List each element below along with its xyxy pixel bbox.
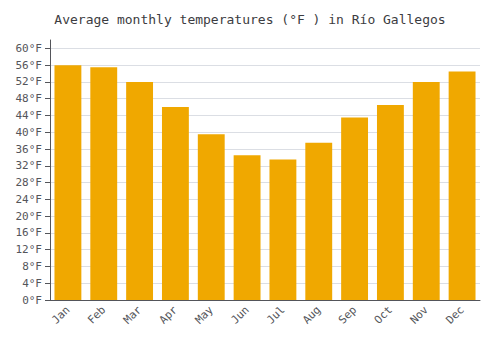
svg-text:36°F: 36°F <box>16 143 43 156</box>
svg-text:48°F: 48°F <box>16 92 43 105</box>
svg-text:16°F: 16°F <box>16 226 43 239</box>
svg-text:Dec: Dec <box>443 303 466 326</box>
svg-text:May: May <box>193 303 216 326</box>
svg-text:Nov: Nov <box>408 303 431 326</box>
svg-text:56°F: 56°F <box>16 59 43 72</box>
svg-text:24°F: 24°F <box>16 193 43 206</box>
svg-text:32°F: 32°F <box>16 159 43 172</box>
svg-text:Jan: Jan <box>49 303 72 326</box>
svg-text:Mar: Mar <box>121 303 144 326</box>
svg-text:4°F: 4°F <box>22 277 42 290</box>
svg-text:Apr: Apr <box>157 303 180 326</box>
svg-text:12°F: 12°F <box>16 243 43 256</box>
svg-text:8°F: 8°F <box>22 260 42 273</box>
svg-text:Sep: Sep <box>336 303 359 326</box>
svg-text:0°F: 0°F <box>22 294 42 307</box>
svg-text:44°F: 44°F <box>16 109 43 122</box>
svg-text:20°F: 20°F <box>16 210 43 223</box>
svg-text:Aug: Aug <box>300 303 323 326</box>
svg-text:Feb: Feb <box>85 303 108 326</box>
svg-text:Oct: Oct <box>372 303 395 326</box>
svg-text:Average monthly temperatures (: Average monthly temperatures (°F ) in Rí… <box>54 12 445 27</box>
svg-text:Jun: Jun <box>228 303 251 326</box>
svg-text:Jul: Jul <box>264 303 287 326</box>
svg-text:28°F: 28°F <box>16 176 43 189</box>
svg-text:52°F: 52°F <box>16 75 43 88</box>
svg-text:60°F: 60°F <box>16 42 43 55</box>
svg-text:40°F: 40°F <box>16 126 43 139</box>
